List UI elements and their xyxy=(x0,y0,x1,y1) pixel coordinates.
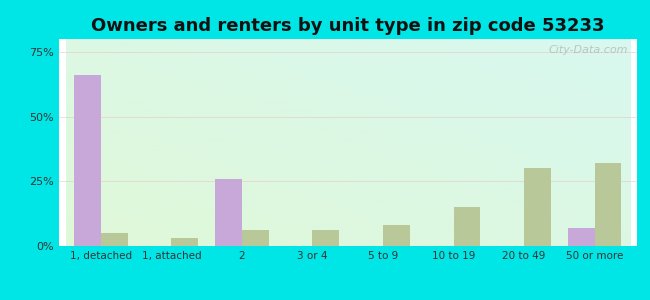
Title: Owners and renters by unit type in zip code 53233: Owners and renters by unit type in zip c… xyxy=(91,17,604,35)
Bar xyxy=(454,207,480,246)
Bar xyxy=(172,238,198,246)
Bar xyxy=(313,230,339,246)
Bar xyxy=(524,168,551,246)
Bar xyxy=(595,163,621,246)
Bar xyxy=(101,233,127,246)
Bar xyxy=(568,228,595,246)
Text: City-Data.com: City-Data.com xyxy=(549,45,629,55)
Bar xyxy=(74,75,101,246)
Bar xyxy=(383,225,410,246)
Bar xyxy=(242,230,268,246)
Bar xyxy=(215,179,242,246)
